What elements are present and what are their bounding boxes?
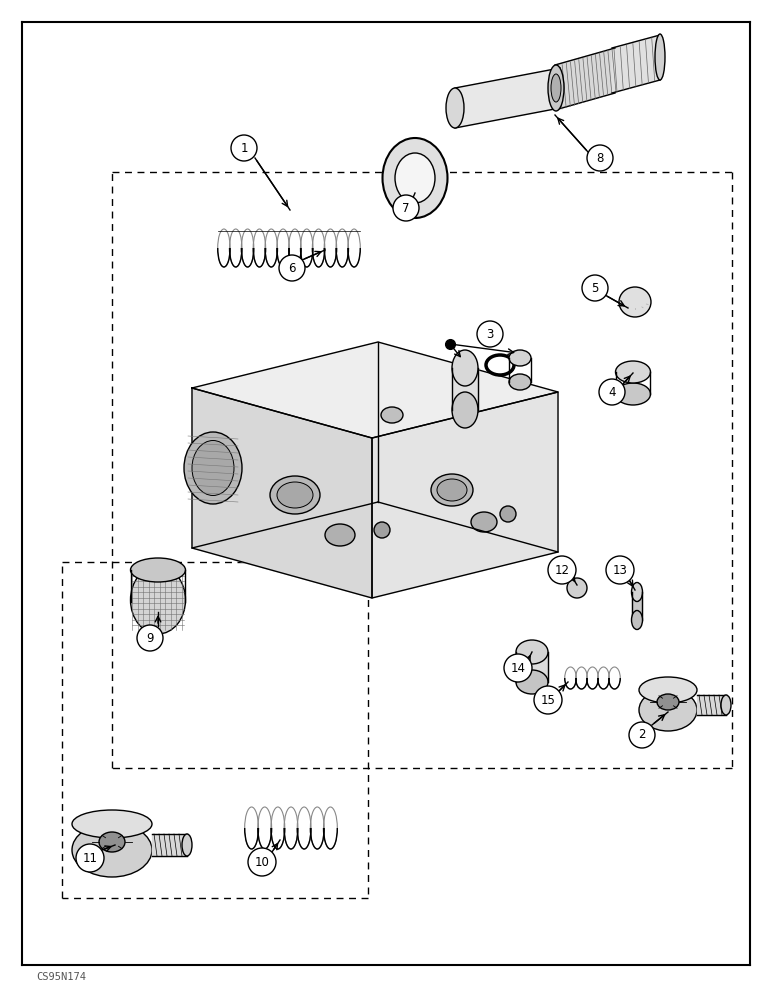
Ellipse shape	[639, 689, 697, 731]
Text: 15: 15	[540, 694, 555, 706]
Polygon shape	[697, 695, 726, 715]
Polygon shape	[455, 68, 560, 128]
Text: 12: 12	[554, 564, 570, 576]
Circle shape	[548, 556, 576, 584]
Circle shape	[477, 321, 503, 347]
Text: 2: 2	[638, 728, 645, 742]
Polygon shape	[452, 368, 478, 410]
Circle shape	[534, 686, 562, 714]
Circle shape	[567, 578, 587, 598]
Ellipse shape	[631, 582, 642, 601]
Ellipse shape	[72, 823, 152, 877]
Ellipse shape	[325, 524, 355, 546]
Circle shape	[606, 556, 634, 584]
Circle shape	[393, 195, 419, 221]
Ellipse shape	[548, 65, 564, 111]
Polygon shape	[632, 592, 642, 620]
Ellipse shape	[516, 670, 548, 694]
Ellipse shape	[381, 407, 403, 423]
Ellipse shape	[184, 432, 242, 504]
Text: 11: 11	[83, 852, 97, 864]
Circle shape	[582, 275, 608, 301]
Ellipse shape	[631, 610, 642, 630]
Polygon shape	[192, 388, 372, 598]
Ellipse shape	[721, 695, 731, 715]
Ellipse shape	[130, 566, 185, 634]
Ellipse shape	[615, 361, 651, 383]
Text: 7: 7	[402, 202, 410, 215]
Text: 10: 10	[255, 856, 269, 868]
Circle shape	[629, 722, 655, 748]
Circle shape	[137, 625, 163, 651]
Ellipse shape	[657, 694, 679, 710]
Ellipse shape	[182, 834, 192, 856]
Text: 4: 4	[608, 385, 616, 398]
Text: 8: 8	[596, 151, 604, 164]
Ellipse shape	[551, 74, 561, 102]
Text: 5: 5	[591, 282, 599, 294]
Ellipse shape	[277, 482, 313, 508]
Circle shape	[599, 379, 625, 405]
Polygon shape	[152, 834, 187, 856]
Ellipse shape	[99, 832, 125, 852]
Circle shape	[231, 135, 257, 161]
Ellipse shape	[192, 440, 234, 495]
Text: CS95N174: CS95N174	[36, 972, 86, 982]
Text: 9: 9	[146, 632, 154, 645]
Polygon shape	[192, 342, 558, 438]
Ellipse shape	[509, 350, 531, 366]
Ellipse shape	[130, 558, 185, 582]
Circle shape	[76, 844, 104, 872]
Circle shape	[504, 654, 532, 682]
Ellipse shape	[395, 153, 435, 203]
Circle shape	[248, 848, 276, 876]
Circle shape	[374, 522, 390, 538]
Ellipse shape	[619, 287, 651, 317]
Ellipse shape	[471, 512, 497, 532]
Ellipse shape	[446, 88, 464, 128]
Ellipse shape	[270, 476, 320, 514]
Ellipse shape	[516, 640, 548, 664]
Circle shape	[500, 506, 516, 522]
Text: 13: 13	[612, 564, 628, 576]
Ellipse shape	[509, 374, 531, 390]
Text: 3: 3	[486, 328, 493, 340]
Ellipse shape	[615, 383, 651, 405]
Ellipse shape	[437, 479, 467, 501]
Ellipse shape	[452, 392, 478, 428]
Polygon shape	[372, 392, 558, 598]
Polygon shape	[612, 35, 660, 93]
Circle shape	[587, 145, 613, 171]
Circle shape	[279, 255, 305, 281]
Ellipse shape	[639, 677, 697, 703]
Ellipse shape	[452, 350, 478, 386]
Ellipse shape	[655, 34, 665, 80]
Polygon shape	[555, 48, 615, 110]
Ellipse shape	[72, 810, 152, 838]
Ellipse shape	[382, 138, 448, 218]
Text: 6: 6	[288, 261, 296, 274]
Text: 1: 1	[240, 141, 248, 154]
Polygon shape	[516, 652, 548, 682]
Text: 14: 14	[510, 662, 526, 674]
Ellipse shape	[431, 474, 473, 506]
